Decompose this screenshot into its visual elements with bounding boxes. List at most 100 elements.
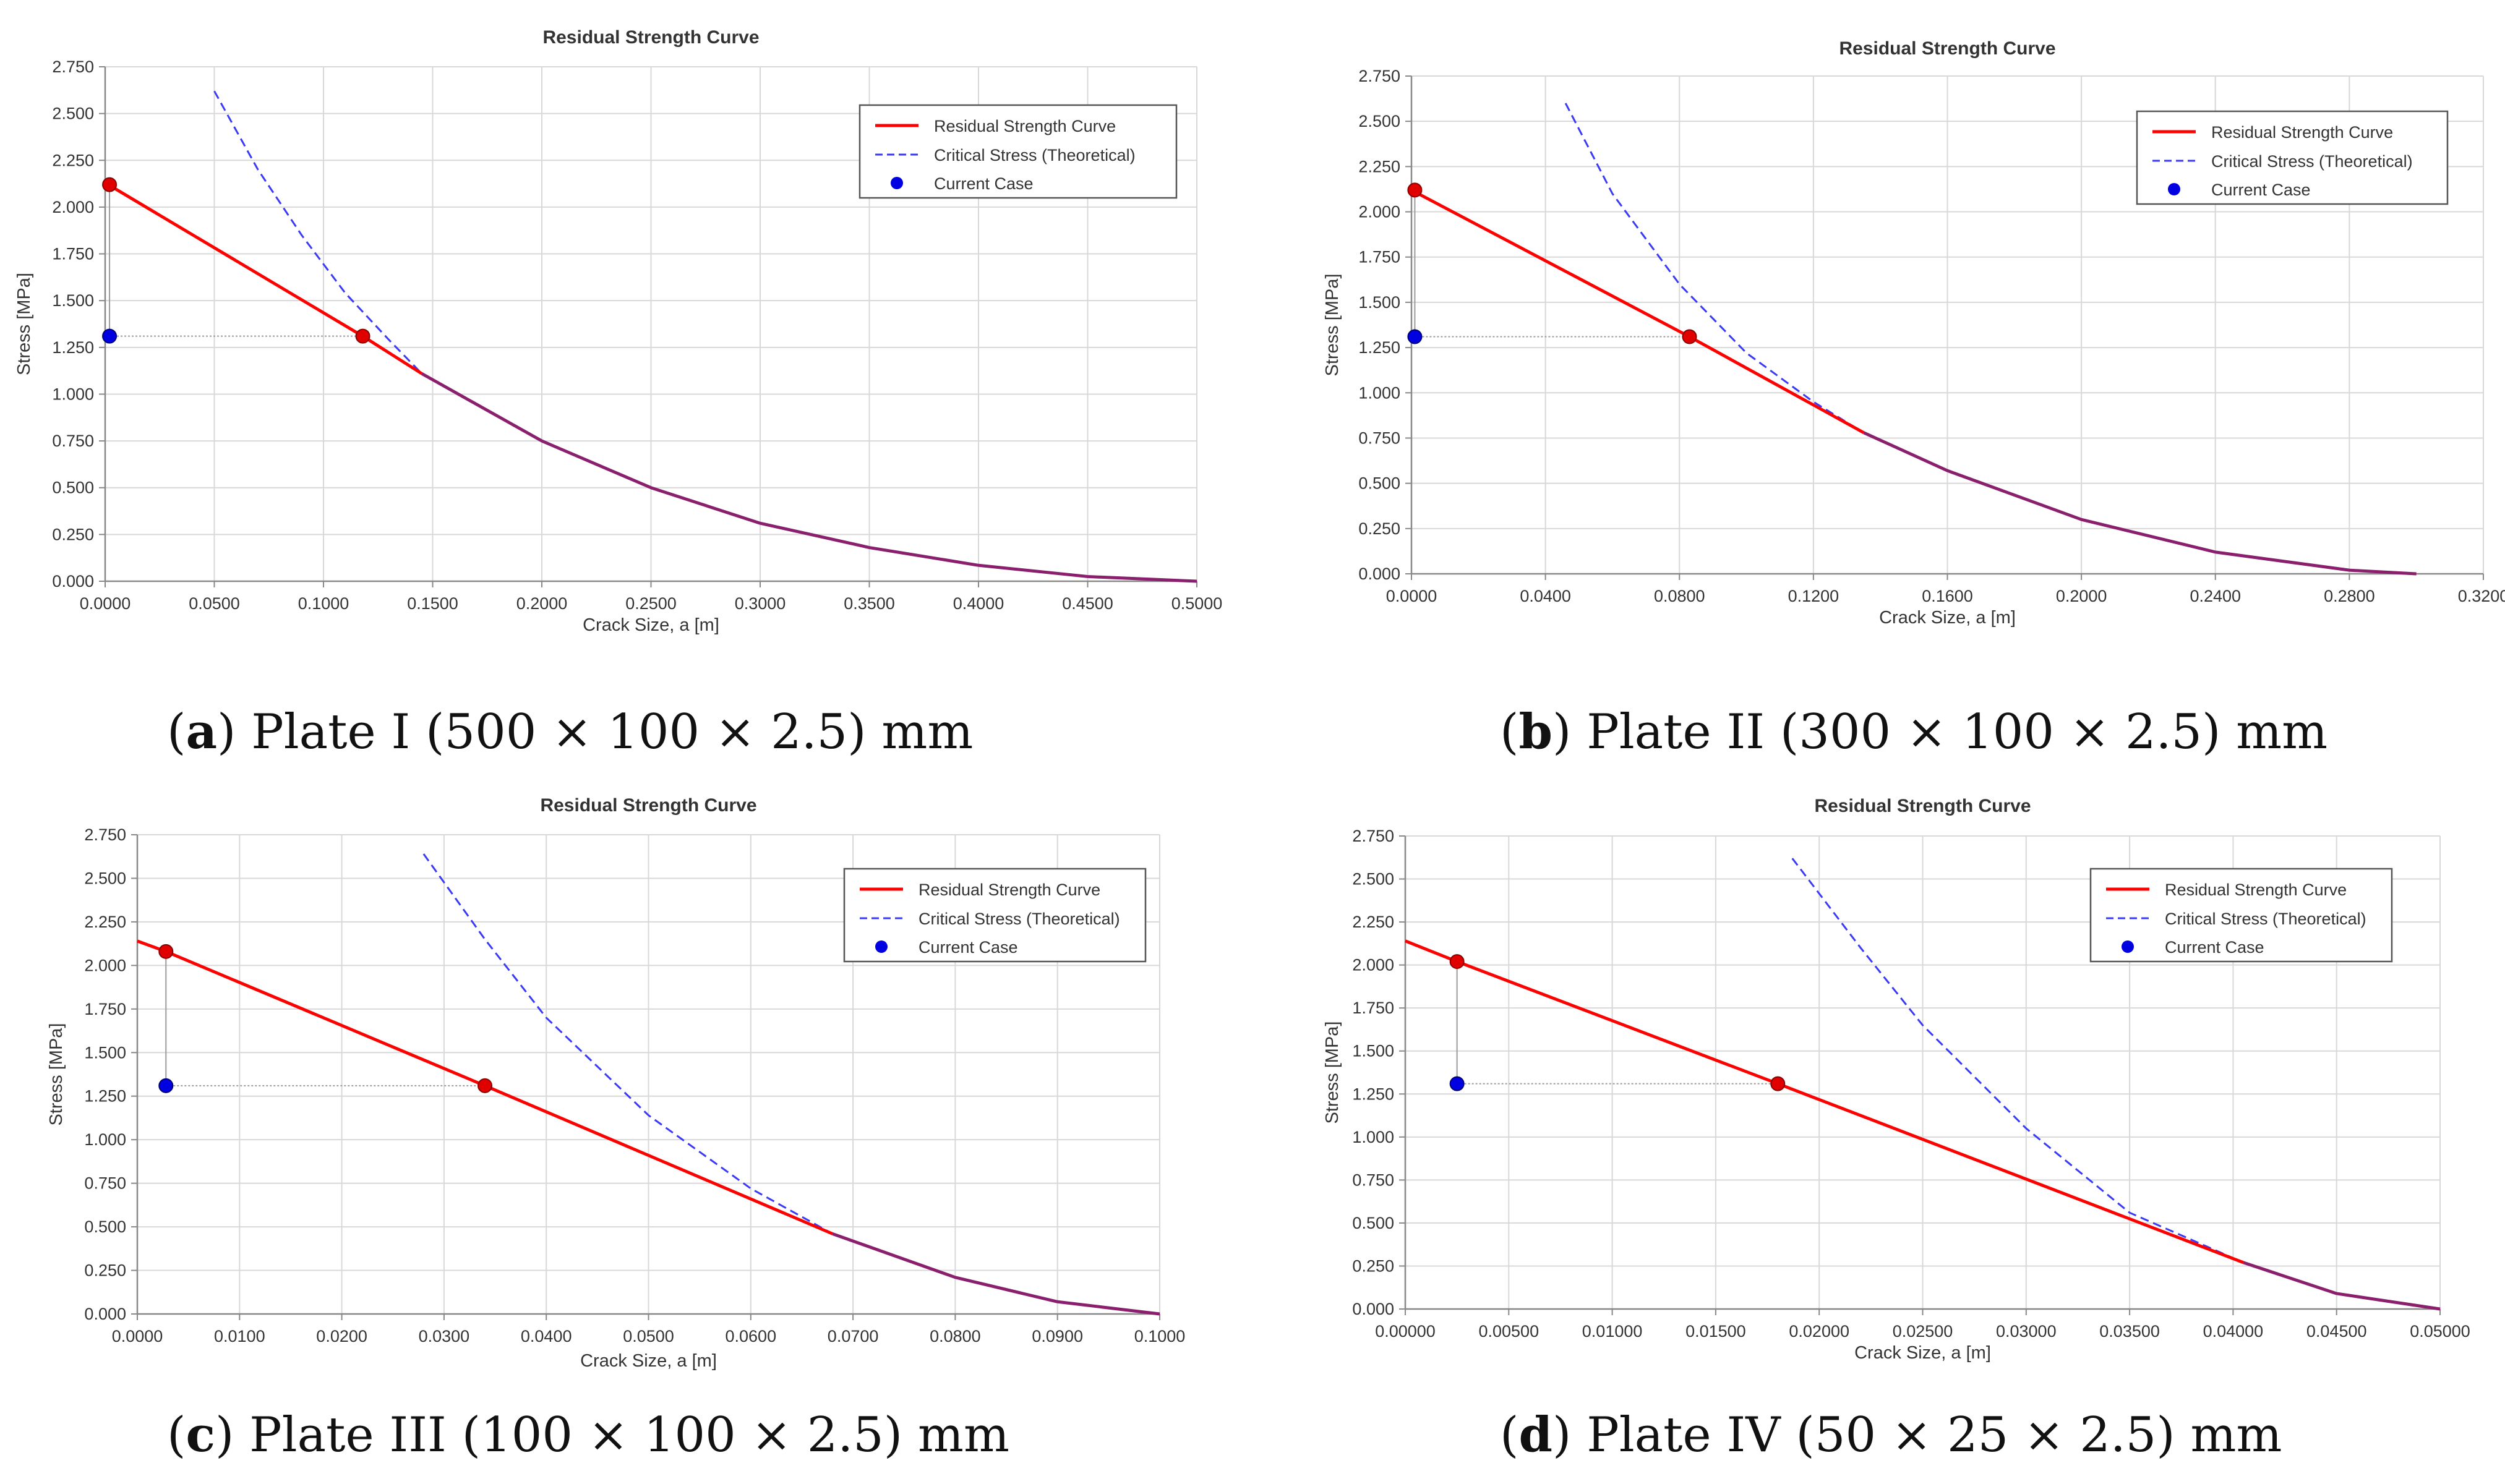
chart-a-current-case-marker [102,328,118,344]
chart-d-xtick-label: 0.05000 [2410,1322,2470,1341]
chart-b-ytick-label: 0.500 [1358,474,1400,493]
chart-a-ytick-label: 0.250 [52,525,94,544]
chart-b-ylabel: Stress [MPa] [1322,274,1342,377]
chart-d-xtick-label: 0.03500 [2099,1322,2160,1341]
chart-d: Residual Strength Curve 0.00000 0.00500 0.0… [1322,796,2470,1363]
chart-d-legend [2089,868,2393,963]
chart-a-ytick-label: 1.000 [52,385,94,403]
chart-d-xtick-label: 0.00500 [1478,1322,1539,1341]
chart-a-ytick-label: 1.750 [52,245,94,263]
chart-a-ytick-label: 2.000 [52,198,94,216]
chart-c-xtick-label: 0.0400 [521,1327,572,1345]
chart-d-ytick-label: 0.250 [1352,1256,1394,1275]
chart-c-legend-label-0: Residual Strength Curve [918,881,1100,899]
chart-d-xtick-label: 0.01000 [1582,1322,1643,1341]
chart-d-residual-marker-mid [1770,1076,1786,1091]
chart-d-legend-label-1: Critical Stress (Theoretical) [2165,910,2366,928]
chart-c-ytick-label: 0.000 [84,1305,126,1323]
chart-d-legend-label-0: Residual Strength Curve [2165,881,2347,899]
chart-c-current-case-marker [158,1078,174,1093]
chart-d-legend-label-2: Current Case [2165,938,2264,957]
chart-a-ytick-label: 0.500 [52,479,94,497]
chart-a-xtick-label: 0.2000 [516,594,568,613]
chart-c-residual-strength-line [137,939,834,1235]
chart-d-ytick-label: 2.750 [1352,827,1394,845]
chart-a-legend [859,104,1178,199]
chart-c-xtick-label: 0.0800 [930,1327,981,1345]
chart-a-ytick-label: 1.250 [52,338,94,357]
chart-c-critical-stress-line [422,853,833,1235]
chart-b-residual-marker-mid [1682,329,1697,344]
chart-d-residual-strength-line [1405,939,2245,1264]
chart-a-legend-label-0: Residual Strength Curve [934,117,1116,135]
chart-a-xtick-label: 0.3500 [844,594,895,613]
chart-a-xtick-label: 0.4500 [1062,594,1113,613]
chart-a-title: Residual Strength Curve [542,27,759,48]
chart-a-ylabel: Stress [MPa] [14,273,34,375]
chart-b-residual-marker-top [1407,182,1423,198]
chart-c-ytick-label: 2.750 [84,825,126,844]
chart-d-ytick-label: 2.500 [1352,870,1394,889]
chart-d-ytick-label: 0.750 [1352,1171,1394,1189]
chart-a-residual-marker-mid [355,328,370,344]
chart-b-xlabel: Crack Size, a [m] [1879,608,2016,628]
chart-a-ytick-label: 0.750 [52,432,94,450]
chart-c-ytick-label: 2.250 [84,913,126,931]
chart-c-xtick-label: 0.0600 [726,1327,777,1345]
chart-c-xtick-label: 0.0100 [214,1327,265,1345]
caption-b: (b) Plate II (300 × 100 × 2.5) mm [1500,704,2328,760]
chart-a-xtick-label: 0.2500 [625,594,677,613]
chart-b-xtick-label: 0.3200 [2458,587,2505,605]
chart-a-overlap-line [421,372,1197,583]
chart-d-ytick-label: 1.000 [1352,1128,1394,1146]
caption-a: (a) Plate I (500 × 100 × 2.5) mm [167,704,974,760]
chart-d-xtick-label: 0.02500 [1893,1322,1953,1341]
chart-a-ytick-label: 0.000 [52,572,94,591]
chart-b-legend [2136,110,2449,205]
chart-b-ytick-label: 1.750 [1358,248,1400,267]
chart-c-xtick-label: 0.0900 [1032,1327,1083,1345]
chart-b-current-case-marker [1407,329,1423,344]
chart-d-ytick-label: 1.750 [1352,999,1394,1017]
chart-c-xtick-label: 0.1000 [1134,1327,1186,1345]
chart-d-ytick-label: 0.500 [1352,1214,1394,1232]
chart-a-xtick-label: 0.0000 [80,594,131,613]
chart-c-ytick-label: 0.500 [84,1217,126,1236]
chart-c-overlap-line [832,1232,1160,1316]
chart-b-overlap-line [1863,431,2417,576]
chart-b: Residual Strength Curve 0.0000 0.0400 0.080… [1322,38,2505,628]
chart-a-xtick-label: 0.3000 [735,594,786,613]
chart-c-legend-label-1: Critical Stress (Theoretical) [918,910,1120,928]
chart-c-xtick-label: 0.0000 [112,1327,163,1345]
chart-b-critical-stress-line [1564,103,1864,433]
chart-d-xlabel: Crack Size, a [m] [1854,1343,1991,1363]
chart-a-ytick-label: 2.250 [52,151,94,169]
chart-b-ytick-label: 0.750 [1358,429,1400,447]
chart-a-xtick-label: 0.0500 [189,594,240,613]
chart-d-ytick-label: 1.500 [1352,1042,1394,1060]
chart-b-legend-label-0: Residual Strength Curve [2211,123,2393,142]
chart-b-legend-label-1: Critical Stress (Theoretical) [2211,152,2413,171]
chart-d-ytick-label: 2.000 [1352,956,1394,974]
chart-b-ytick-label: 0.250 [1358,519,1400,538]
chart-a-residual-strength-line [104,181,423,375]
chart-c-legend-label-2: Current Case [918,938,1018,957]
chart-panel-a: Residual Strength Curve 0.0000 0.0500 0.100… [0,0,1252,668]
chart-b-ytick-label: 2.000 [1358,203,1400,221]
chart-b-ytick-label: 0.000 [1358,565,1400,583]
chart-b-ytick-label: 2.750 [1358,67,1400,85]
chart-d-overlap-line [2243,1261,2441,1311]
chart-d-current-case-marker [1449,1076,1465,1091]
chart-b-xtick-label: 0.2000 [2056,587,2107,605]
chart-b-xtick-label: 0.1600 [1922,587,1973,605]
chart-b-xtick-label: 0.1200 [1788,587,1839,605]
chart-d-xtick-label: 0.00000 [1375,1322,1436,1341]
chart-b-xtick-label: 0.0000 [1386,587,1437,605]
chart-c-residual-marker-top [158,944,174,959]
chart-c-ytick-label: 1.000 [84,1130,126,1149]
chart-b-title: Residual Strength Curve [1839,38,2055,59]
chart-a-xtick-label: 0.1000 [298,594,349,613]
chart-d-xtick-label: 0.02000 [1789,1322,1849,1341]
chart-b-xtick-label: 0.0400 [1520,587,1571,605]
chart-b-ytick-label: 2.250 [1358,157,1400,176]
